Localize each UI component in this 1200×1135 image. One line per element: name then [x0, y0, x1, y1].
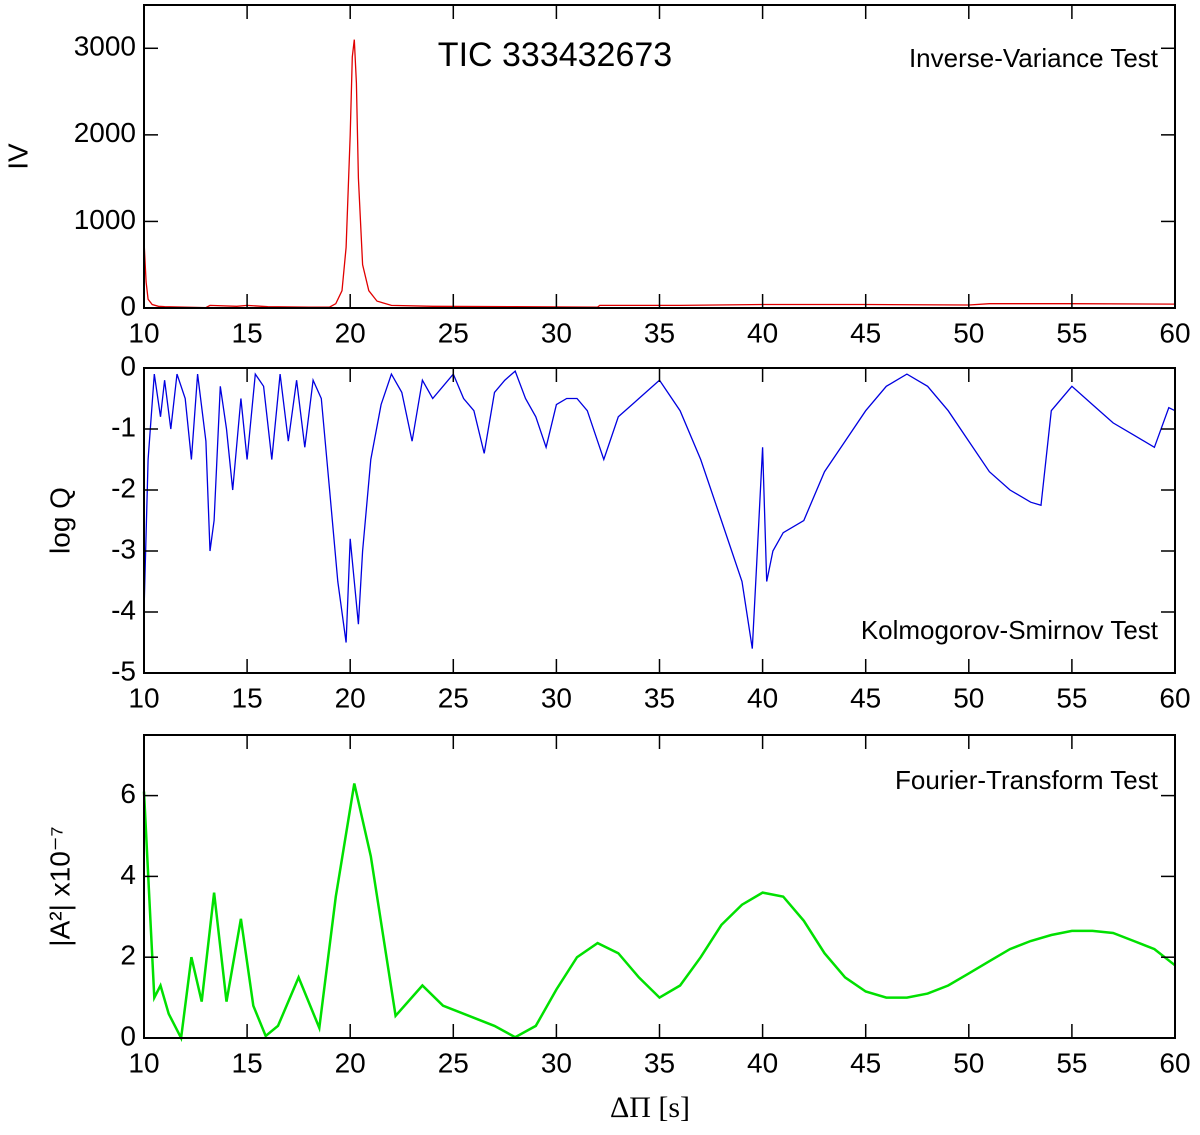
data-line [142, 783, 1176, 1043]
y-tick-label: 2 [120, 940, 136, 971]
y-tick-label: -3 [111, 533, 136, 564]
x-tick-label: 20 [335, 1047, 366, 1078]
y-axis-label: IV [2, 143, 33, 170]
y-tick-label: 4 [120, 859, 136, 890]
x-tick-label: 55 [1056, 1047, 1087, 1078]
y-tick-label: 0 [120, 1020, 136, 1051]
x-tick-label: 15 [232, 317, 263, 348]
x-tick-label: 50 [953, 317, 984, 348]
x-tick-label: 25 [438, 682, 469, 713]
y-tick-label: 0 [120, 290, 136, 321]
y-tick-label: -5 [111, 655, 136, 686]
x-tick-label: 20 [335, 682, 366, 713]
y-axis-label: |A²| x10⁻⁷ [44, 826, 75, 946]
annotation: Inverse-Variance Test [909, 43, 1159, 73]
x-tick-label: 30 [541, 1047, 572, 1078]
x-tick-label: 45 [850, 317, 881, 348]
x-tick-label: 35 [644, 317, 675, 348]
chart-title: TIC 333432673 [438, 36, 672, 74]
x-tick-label: 50 [953, 682, 984, 713]
x-tick-label: 35 [644, 682, 675, 713]
y-tick-label: -4 [111, 594, 136, 625]
x-tick-label: 40 [747, 1047, 778, 1078]
x-axis-label: ΔΠ [s] [610, 1091, 690, 1124]
x-tick-label: 35 [644, 1047, 675, 1078]
data-line [143, 369, 1176, 649]
y-tick-label: -2 [111, 472, 136, 503]
data-line [143, 39, 1176, 309]
x-tick-label: 45 [850, 1047, 881, 1078]
y-tick-label: 0 [120, 350, 136, 381]
y-tick-label: 6 [120, 778, 136, 809]
x-tick-label: 15 [232, 682, 263, 713]
x-tick-label: 40 [747, 317, 778, 348]
x-tick-label: 15 [232, 1047, 263, 1078]
x-tick-label: 10 [128, 682, 159, 713]
x-tick-label: 60 [1159, 1047, 1190, 1078]
x-tick-label: 10 [128, 1047, 159, 1078]
x-tick-label: 30 [541, 682, 572, 713]
annotation: Kolmogorov-Smirnov Test [861, 615, 1159, 645]
y-tick-label: -1 [111, 411, 136, 442]
x-tick-label: 50 [953, 1047, 984, 1078]
annotation: Fourier-Transform Test [895, 765, 1159, 795]
x-tick-label: 55 [1056, 317, 1087, 348]
x-tick-label: 40 [747, 682, 778, 713]
x-tick-label: 10 [128, 317, 159, 348]
x-tick-label: 30 [541, 317, 572, 348]
y-tick-label: 3000 [74, 31, 136, 62]
x-tick-label: 60 [1159, 682, 1190, 713]
x-tick-label: 25 [438, 317, 469, 348]
x-tick-label: 60 [1159, 317, 1190, 348]
x-tick-label: 55 [1056, 682, 1087, 713]
y-tick-label: 2000 [74, 117, 136, 148]
y-axis-label: log Q [44, 487, 75, 554]
x-tick-label: 20 [335, 317, 366, 348]
y-tick-label: 1000 [74, 204, 136, 235]
x-tick-label: 25 [438, 1047, 469, 1078]
x-tick-label: 45 [850, 682, 881, 713]
